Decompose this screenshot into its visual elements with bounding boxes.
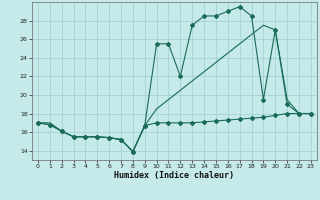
X-axis label: Humidex (Indice chaleur): Humidex (Indice chaleur) — [115, 171, 234, 180]
